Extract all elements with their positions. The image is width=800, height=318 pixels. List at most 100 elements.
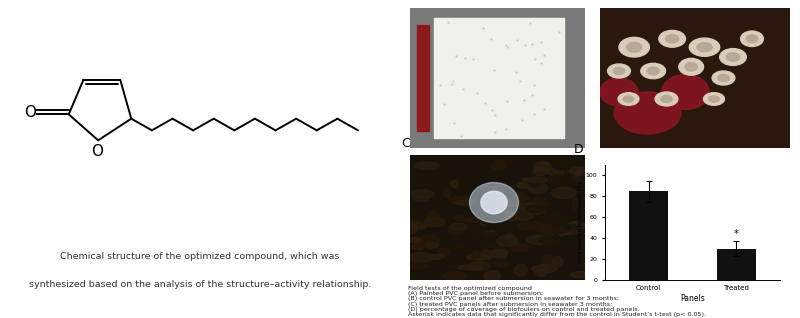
Text: (D) percentage of coverage of biofoulers on control and treated panels.: (D) percentage of coverage of biofoulers…: [408, 307, 640, 312]
Ellipse shape: [494, 194, 512, 202]
Ellipse shape: [741, 31, 763, 46]
Ellipse shape: [461, 226, 483, 234]
Ellipse shape: [542, 211, 563, 224]
Ellipse shape: [409, 238, 421, 243]
Ellipse shape: [470, 183, 518, 223]
Ellipse shape: [450, 223, 467, 231]
Ellipse shape: [402, 219, 422, 224]
Ellipse shape: [518, 222, 544, 231]
Text: Asterisk indicates data that significantly differ from the control in Student’s : Asterisk indicates data that significant…: [408, 312, 706, 317]
Text: O: O: [24, 105, 36, 120]
Ellipse shape: [414, 196, 429, 202]
Ellipse shape: [550, 216, 570, 223]
Ellipse shape: [481, 191, 507, 214]
Ellipse shape: [424, 243, 438, 248]
Ellipse shape: [513, 208, 534, 220]
Ellipse shape: [497, 236, 518, 246]
Ellipse shape: [552, 263, 562, 267]
Ellipse shape: [511, 192, 528, 202]
Text: D: D: [574, 143, 583, 156]
Ellipse shape: [626, 42, 642, 52]
Ellipse shape: [552, 256, 562, 267]
Ellipse shape: [509, 155, 521, 163]
Ellipse shape: [492, 187, 503, 196]
Ellipse shape: [411, 245, 422, 249]
Ellipse shape: [472, 250, 480, 259]
Ellipse shape: [519, 203, 538, 212]
Ellipse shape: [641, 63, 666, 79]
Text: Field tests of the optimized compound: Field tests of the optimized compound: [408, 286, 532, 291]
Ellipse shape: [490, 256, 499, 264]
Ellipse shape: [718, 74, 730, 81]
Ellipse shape: [472, 232, 495, 238]
Ellipse shape: [442, 272, 467, 280]
Ellipse shape: [685, 63, 698, 71]
Ellipse shape: [530, 198, 548, 209]
Ellipse shape: [438, 248, 449, 256]
Ellipse shape: [556, 228, 578, 234]
Ellipse shape: [415, 162, 439, 169]
Ellipse shape: [481, 250, 492, 260]
Ellipse shape: [570, 165, 580, 171]
Ellipse shape: [430, 254, 443, 259]
Ellipse shape: [558, 226, 566, 236]
Ellipse shape: [403, 222, 418, 234]
Ellipse shape: [495, 230, 511, 234]
Ellipse shape: [467, 257, 490, 268]
Ellipse shape: [573, 175, 579, 181]
Ellipse shape: [662, 74, 710, 109]
Ellipse shape: [424, 217, 445, 227]
Ellipse shape: [503, 210, 514, 219]
Ellipse shape: [426, 212, 440, 219]
Ellipse shape: [506, 200, 522, 206]
Ellipse shape: [600, 78, 638, 106]
Ellipse shape: [580, 260, 588, 270]
Ellipse shape: [454, 180, 470, 189]
Ellipse shape: [547, 169, 558, 175]
Ellipse shape: [402, 223, 426, 229]
Ellipse shape: [517, 183, 528, 188]
Text: *: *: [734, 229, 738, 239]
Text: (B) control PVC panel after submersion in seawater for 3 months;: (B) control PVC panel after submersion i…: [408, 296, 619, 301]
Ellipse shape: [557, 159, 570, 165]
Ellipse shape: [492, 160, 506, 171]
Ellipse shape: [564, 156, 589, 163]
Ellipse shape: [449, 245, 468, 250]
Ellipse shape: [514, 264, 527, 276]
X-axis label: Panels: Panels: [680, 294, 705, 303]
Ellipse shape: [562, 225, 582, 230]
Ellipse shape: [614, 67, 625, 74]
Ellipse shape: [528, 209, 545, 213]
Ellipse shape: [478, 207, 491, 218]
Text: Chemical structure of the optimized compound, which was: Chemical structure of the optimized comp…: [60, 252, 340, 261]
Ellipse shape: [539, 236, 561, 245]
Text: synthesized based on the analysis of the structure–activity relationship.: synthesized based on the analysis of the…: [29, 280, 371, 289]
Ellipse shape: [567, 222, 586, 229]
Bar: [629, 191, 669, 280]
Ellipse shape: [408, 252, 433, 263]
Ellipse shape: [690, 38, 720, 56]
Ellipse shape: [533, 174, 546, 182]
Ellipse shape: [450, 196, 475, 205]
Ellipse shape: [697, 43, 712, 52]
Ellipse shape: [421, 235, 440, 246]
Text: (C) treated PVC panels after submersion in seawater 3 months;: (C) treated PVC panels after submersion …: [408, 302, 612, 307]
Ellipse shape: [726, 53, 740, 61]
Ellipse shape: [538, 224, 557, 236]
Ellipse shape: [468, 262, 490, 271]
Ellipse shape: [474, 256, 490, 266]
Ellipse shape: [703, 93, 725, 105]
Text: A: A: [402, 0, 410, 3]
Ellipse shape: [505, 210, 518, 221]
Bar: [417, 25, 430, 131]
Ellipse shape: [470, 237, 478, 241]
Ellipse shape: [619, 38, 650, 57]
Bar: [717, 249, 756, 280]
Ellipse shape: [570, 272, 592, 278]
Ellipse shape: [608, 64, 630, 78]
Ellipse shape: [661, 95, 672, 102]
Ellipse shape: [535, 269, 547, 276]
Ellipse shape: [712, 71, 735, 85]
Ellipse shape: [565, 169, 573, 180]
Text: C: C: [402, 137, 410, 150]
